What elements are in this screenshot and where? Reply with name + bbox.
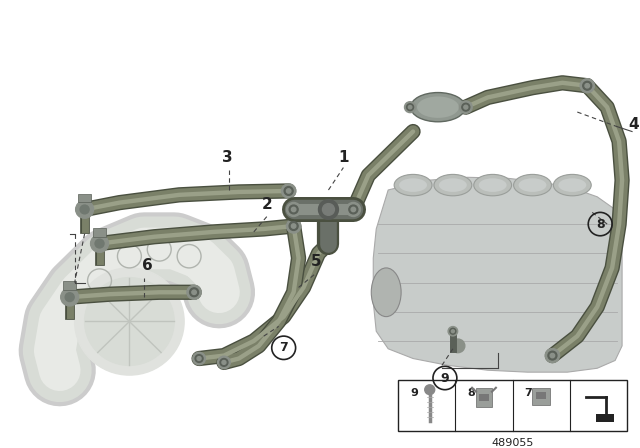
- Circle shape: [195, 355, 203, 362]
- Circle shape: [284, 186, 293, 195]
- Circle shape: [291, 224, 296, 228]
- Circle shape: [425, 385, 435, 395]
- Circle shape: [404, 102, 415, 112]
- Circle shape: [197, 357, 201, 361]
- Circle shape: [61, 289, 79, 306]
- Ellipse shape: [371, 268, 401, 317]
- Circle shape: [349, 205, 358, 214]
- Circle shape: [451, 330, 454, 333]
- Text: 1: 1: [338, 151, 349, 165]
- Bar: [479, 394, 489, 401]
- Circle shape: [450, 328, 456, 334]
- Text: 4: 4: [628, 117, 639, 132]
- Bar: [78, 194, 91, 202]
- Circle shape: [448, 327, 458, 336]
- Text: 7: 7: [279, 341, 288, 354]
- Circle shape: [193, 352, 205, 365]
- Circle shape: [351, 207, 356, 211]
- Circle shape: [550, 353, 555, 358]
- Text: 9: 9: [440, 371, 449, 384]
- Circle shape: [220, 358, 228, 366]
- Circle shape: [289, 205, 298, 214]
- Polygon shape: [373, 177, 622, 372]
- Circle shape: [76, 201, 93, 218]
- Ellipse shape: [434, 174, 472, 196]
- Circle shape: [580, 79, 595, 93]
- Ellipse shape: [417, 96, 459, 118]
- Circle shape: [545, 349, 559, 362]
- Bar: [536, 392, 546, 400]
- Bar: [596, 414, 614, 422]
- Bar: [532, 388, 550, 405]
- Ellipse shape: [411, 93, 465, 122]
- Circle shape: [323, 204, 335, 215]
- Bar: [398, 380, 627, 431]
- Ellipse shape: [554, 174, 591, 196]
- Circle shape: [548, 351, 557, 360]
- Text: 5: 5: [311, 254, 322, 269]
- Circle shape: [291, 207, 296, 211]
- Circle shape: [65, 293, 74, 302]
- Text: 7: 7: [525, 388, 532, 398]
- Text: 8: 8: [596, 218, 605, 231]
- Circle shape: [287, 202, 301, 216]
- Circle shape: [192, 290, 196, 294]
- Text: 9: 9: [410, 388, 418, 398]
- Circle shape: [189, 288, 198, 297]
- Circle shape: [289, 222, 298, 230]
- Text: 489055: 489055: [492, 439, 534, 448]
- Circle shape: [319, 200, 339, 219]
- Bar: [93, 228, 106, 237]
- Ellipse shape: [439, 178, 467, 192]
- Circle shape: [460, 101, 472, 113]
- Bar: [63, 281, 76, 290]
- Circle shape: [75, 268, 184, 375]
- Circle shape: [451, 339, 465, 353]
- Text: 3: 3: [221, 151, 232, 165]
- Circle shape: [80, 205, 89, 214]
- Text: 2: 2: [261, 197, 272, 212]
- Circle shape: [91, 235, 109, 252]
- Bar: [476, 388, 492, 407]
- Circle shape: [583, 82, 592, 90]
- Circle shape: [585, 83, 589, 88]
- Ellipse shape: [518, 178, 547, 192]
- Circle shape: [406, 104, 413, 111]
- Circle shape: [84, 278, 174, 365]
- Ellipse shape: [394, 174, 432, 196]
- Ellipse shape: [558, 178, 586, 192]
- Circle shape: [287, 189, 291, 193]
- Circle shape: [464, 105, 468, 109]
- Circle shape: [346, 202, 360, 216]
- Circle shape: [222, 361, 226, 364]
- Circle shape: [95, 239, 104, 248]
- Circle shape: [287, 219, 301, 233]
- Circle shape: [282, 184, 296, 198]
- Ellipse shape: [479, 178, 507, 192]
- Text: 8: 8: [467, 388, 476, 398]
- Text: 6: 6: [142, 258, 153, 273]
- Circle shape: [462, 103, 470, 111]
- Ellipse shape: [399, 178, 427, 192]
- Circle shape: [218, 356, 230, 369]
- Ellipse shape: [513, 174, 552, 196]
- Ellipse shape: [474, 174, 511, 196]
- Circle shape: [187, 285, 201, 299]
- Circle shape: [408, 105, 412, 109]
